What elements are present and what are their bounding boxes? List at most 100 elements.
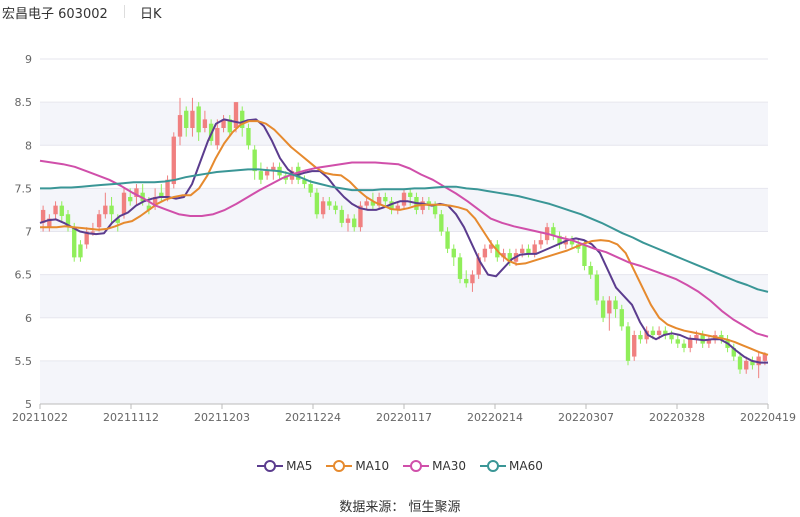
legend-item-ma60[interactable]: MA60 — [480, 458, 543, 473]
candle-body — [252, 149, 257, 172]
candle-body — [663, 330, 668, 335]
candle-body — [401, 192, 407, 206]
candle-body — [613, 300, 618, 310]
candle — [339, 205, 344, 228]
candle-body — [320, 201, 326, 215]
candle — [327, 197, 332, 210]
period-label: 日K — [140, 7, 162, 22]
candle — [233, 102, 239, 133]
candle-body — [432, 205, 438, 215]
candle-body — [650, 330, 656, 335]
y-tick-label: 9 — [25, 53, 32, 66]
candle — [457, 253, 463, 284]
candle-body — [538, 240, 544, 245]
candle — [84, 227, 89, 249]
candle-body — [706, 339, 712, 344]
candle-body — [152, 197, 158, 206]
candle-body — [233, 102, 239, 128]
legend-item-ma10[interactable]: MA10 — [326, 458, 389, 473]
candle-body — [488, 244, 494, 249]
legend-marker-icon — [403, 459, 430, 472]
candle-body — [625, 326, 631, 361]
candle-body — [370, 201, 376, 206]
candle — [644, 326, 649, 344]
candle — [625, 322, 631, 366]
candle-body — [669, 335, 674, 340]
x-tick-label: 20220328 — [649, 411, 705, 424]
y-tick-label: 8.5 — [15, 96, 33, 109]
y-tick-label: 8 — [25, 139, 32, 152]
candle — [569, 235, 575, 249]
candle-body — [756, 356, 761, 366]
candle — [588, 261, 593, 279]
legend-label: MA60 — [509, 458, 543, 473]
legend-item-ma5[interactable]: MA5 — [257, 458, 312, 473]
x-tick-label: 20220117 — [376, 411, 432, 424]
candle — [756, 352, 761, 379]
candle-body — [246, 128, 251, 146]
candle — [78, 240, 83, 262]
x-tick-label: 20211112 — [103, 411, 159, 424]
candle-body — [464, 278, 469, 284]
candle-body — [744, 360, 749, 370]
candle-body — [594, 274, 600, 301]
candle-body — [190, 110, 195, 128]
candle-body — [72, 227, 77, 258]
candle-body — [569, 240, 575, 245]
candle — [663, 326, 668, 340]
candle-body — [694, 335, 699, 340]
x-tick-label: 20220419 — [740, 411, 796, 424]
candle — [619, 304, 624, 331]
candle-body — [258, 171, 264, 180]
candle-body — [520, 248, 525, 254]
ma-line-ma10 — [40, 120, 769, 356]
candle-body — [507, 253, 512, 262]
candle — [352, 214, 357, 232]
candle — [470, 270, 475, 292]
candle — [632, 330, 637, 361]
candle — [401, 188, 407, 210]
candle-body — [271, 166, 276, 172]
candle — [600, 296, 606, 323]
legend-label: MA10 — [355, 458, 390, 473]
candle — [638, 330, 643, 344]
candle-body — [327, 201, 332, 206]
candle — [464, 270, 469, 288]
header-divider — [124, 5, 125, 18]
x-tick-label: 20220307 — [558, 411, 614, 424]
legend-item-ma30[interactable]: MA30 — [403, 458, 466, 473]
candle — [744, 356, 749, 374]
candle — [706, 335, 712, 348]
data-source: 数据来源： 恒生聚源 — [339, 500, 461, 515]
candle-body — [470, 274, 475, 284]
candle — [47, 214, 52, 232]
candle — [364, 197, 369, 210]
candle-body — [644, 330, 649, 340]
candle-body — [90, 231, 96, 233]
legend-label: MA5 — [286, 458, 313, 473]
candle-body — [675, 339, 680, 344]
candle-body — [134, 188, 139, 197]
candle — [59, 201, 64, 223]
candle — [96, 209, 102, 232]
candle-body — [84, 231, 89, 245]
moving-average-lines — [39, 118, 769, 364]
candle-body — [53, 205, 58, 215]
candle-body — [308, 184, 313, 193]
y-tick-label: 6 — [25, 312, 32, 325]
candle-body — [165, 179, 170, 197]
candle-body — [389, 201, 394, 210]
legend-marker-icon — [480, 459, 507, 472]
candle-body — [383, 197, 388, 202]
grid-lines — [40, 58, 768, 405]
candle — [345, 214, 351, 232]
grid-band — [40, 360, 768, 404]
legend-marker-icon — [257, 459, 284, 472]
candle — [445, 227, 450, 254]
ma-line-ma60 — [40, 168, 769, 293]
candle-body — [582, 244, 587, 266]
candle-body — [96, 214, 102, 228]
y-tick-label: 5.5 — [15, 355, 33, 368]
candle — [557, 231, 562, 249]
candle — [731, 343, 736, 361]
